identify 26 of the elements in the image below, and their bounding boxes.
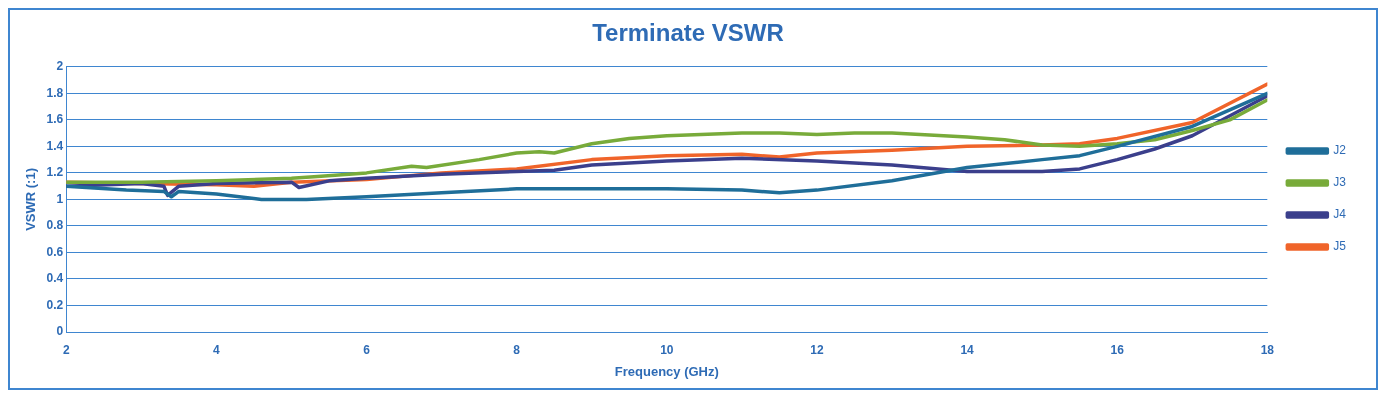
y-tick-label: 0.2 (46, 297, 64, 312)
x-tick-label: 14 (960, 342, 975, 357)
x-tick-label: 8 (513, 342, 521, 357)
x-axis-title: Frequency (GHz) (614, 363, 719, 379)
legend-label: J5 (1333, 239, 1347, 254)
x-tick-label: 18 (1260, 342, 1275, 357)
x-tick-label: 12 (810, 342, 824, 357)
x-tick-label: 16 (1110, 342, 1125, 357)
y-tick-label: 1.6 (46, 112, 64, 127)
y-tick-label: 0.8 (46, 218, 64, 233)
x-tick-label: 4 (213, 342, 221, 357)
y-tick-label: 0.4 (46, 271, 64, 286)
x-tick-label: 6 (363, 342, 371, 357)
legend-label: J4 (1333, 207, 1347, 222)
y-tick-label: 1.4 (46, 138, 64, 153)
y-tick-label: 1.2 (46, 165, 64, 180)
legend-label: J2 (1333, 143, 1347, 158)
y-tick-label: 0.6 (46, 244, 64, 259)
legend-label: J3 (1333, 175, 1347, 190)
y-axis-title: VSWR (:1) (23, 167, 39, 231)
chart-title: Terminate VSWR (592, 19, 784, 47)
y-tick-label: 0 (56, 324, 64, 339)
y-tick-label: 1 (56, 191, 64, 206)
x-tick-label: 10 (660, 342, 674, 357)
y-tick-label: 2 (56, 59, 64, 74)
y-tick-label: 1.8 (46, 85, 64, 100)
